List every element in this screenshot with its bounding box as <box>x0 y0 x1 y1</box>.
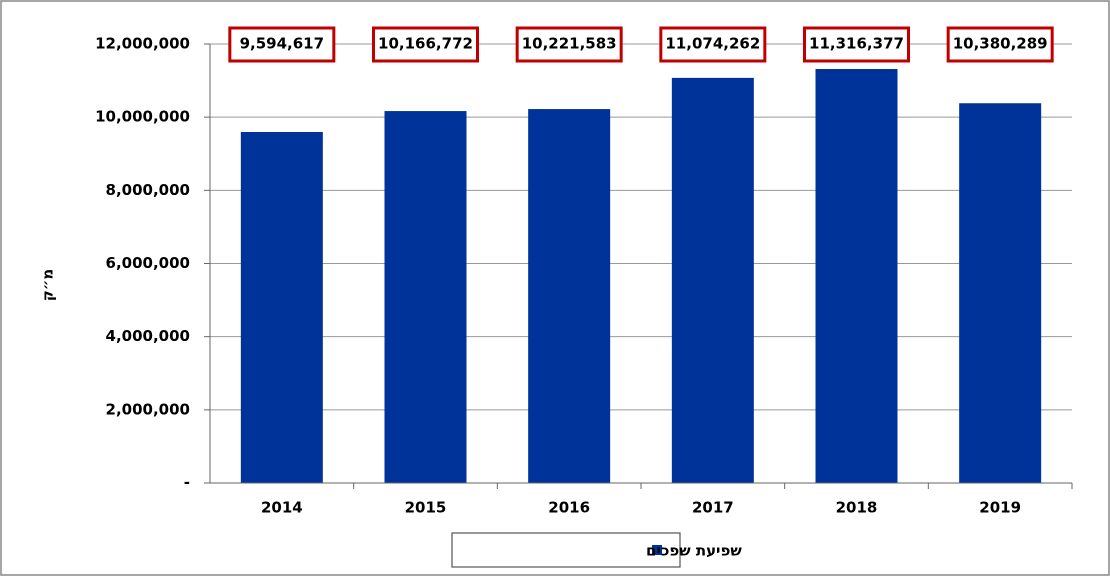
bar <box>240 131 323 483</box>
value-label: 10,166,772 <box>378 35 473 53</box>
bar <box>959 103 1042 483</box>
x-tick-label: 2016 <box>548 499 590 517</box>
value-label: 11,316,377 <box>809 35 904 53</box>
legend-box <box>451 532 681 568</box>
x-tick-label: 2017 <box>692 499 734 517</box>
value-label-box <box>372 26 479 63</box>
value-label-box <box>803 26 910 63</box>
legend-label: שפיעת שפכים <box>646 542 742 560</box>
value-label: 11,074,262 <box>665 35 760 53</box>
value-label-box <box>228 26 336 63</box>
value-label-box <box>515 26 623 63</box>
bar <box>671 77 754 484</box>
x-tick-label: 2015 <box>405 499 447 517</box>
y-tick-label: 4,000,000 <box>106 327 190 345</box>
value-label: 9,594,617 <box>240 35 324 53</box>
x-tick-label: 2018 <box>836 499 878 517</box>
y-tick-label: 12,000,000 <box>95 35 190 53</box>
bar <box>815 69 898 483</box>
y-tick-label: - <box>184 474 190 492</box>
y-tick-label: 2,000,000 <box>106 400 190 418</box>
x-tick-label: 2019 <box>979 499 1021 517</box>
y-tick-label: 10,000,000 <box>95 108 190 126</box>
value-label-box <box>659 26 767 63</box>
value-label: 10,380,289 <box>953 35 1048 53</box>
value-label: 10,221,583 <box>522 35 617 53</box>
y-tick-label: 8,000,000 <box>106 181 190 199</box>
y-tick-label: 6,000,000 <box>106 254 190 272</box>
legend-swatch <box>652 545 662 555</box>
y-axis-label: מ״ק <box>39 269 57 302</box>
bar <box>384 111 467 484</box>
value-label-box <box>946 26 1054 63</box>
bar <box>528 109 611 483</box>
x-tick-label: 2014 <box>261 499 303 517</box>
